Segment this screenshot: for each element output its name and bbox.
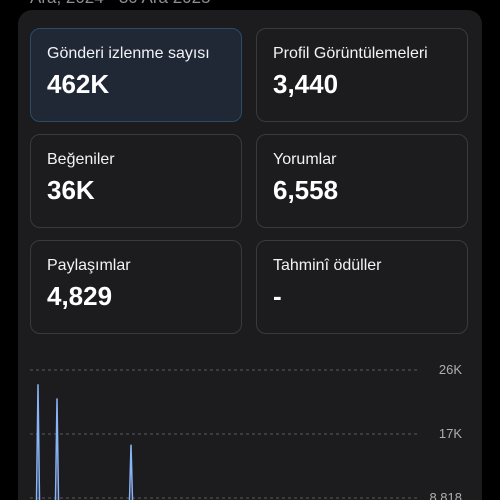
metric-label: Profil Görüntülemeleri — [273, 45, 428, 62]
chart-y-tick-label: 17K — [439, 426, 462, 441]
metric-value: 6,558 — [273, 175, 339, 205]
metric-value: 462K — [47, 69, 110, 99]
metric-card-post-views[interactable]: Gönderi izlenme sayısı 462K — [30, 28, 242, 122]
views-chart: 26K 17K 8,818 — [30, 362, 462, 500]
metric-card-comments[interactable]: Yorumlar 6,558 — [256, 134, 468, 228]
metric-card-likes[interactable]: Beğeniler 36K — [30, 134, 242, 228]
metric-label: Gönderi izlenme sayısı — [47, 45, 210, 62]
metric-value: 4,829 — [47, 281, 113, 311]
chart-peak — [54, 398, 60, 500]
metric-value: 3,440 — [273, 69, 339, 99]
chart-peak — [35, 384, 41, 500]
metric-label: Yorumlar — [273, 151, 337, 168]
chart-series — [35, 384, 134, 500]
chart-grid — [30, 369, 420, 499]
metric-label: Paylaşımlar — [47, 257, 131, 274]
metric-label: Beğeniler — [47, 151, 115, 168]
metric-value: 36K — [47, 175, 95, 205]
metric-label: Tahminî ödüller — [273, 257, 382, 274]
chart-y-tick-label: 26K — [439, 362, 462, 377]
metric-value: - — [273, 281, 282, 311]
metric-card-estimated-rewards[interactable]: Tahminî ödüller - — [256, 240, 468, 334]
chart-y-tick-label: 8,818 — [429, 490, 462, 500]
metric-card-profile-views[interactable]: Profil Görüntülemeleri 3,440 — [256, 28, 468, 122]
metric-card-shares[interactable]: Paylaşımlar 4,829 — [30, 240, 242, 334]
chart-peak — [128, 444, 134, 500]
chart-y-ticks: 26K 17K 8,818 — [429, 362, 462, 500]
date-range-label[interactable]: Ara, 2024 - 30 Ara 2025 — [30, 0, 211, 8]
